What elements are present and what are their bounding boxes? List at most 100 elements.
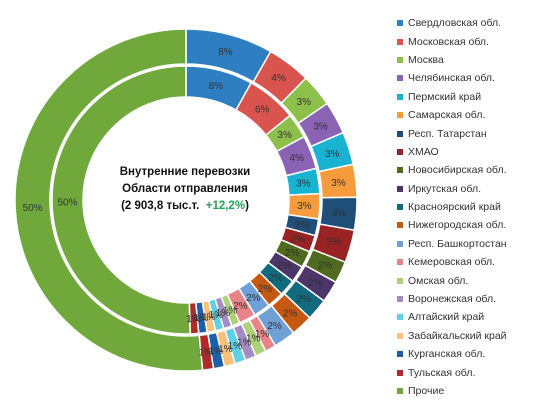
legend-item: Респ. Башкортостан — [397, 235, 552, 253]
outer-slice-label-16: 1% — [237, 338, 252, 349]
legend-swatch — [397, 148, 403, 155]
legend-label: Пермский край — [408, 90, 482, 103]
outer-slice-label-11: 2% — [297, 294, 312, 305]
inner-slice-label-7: 2% — [295, 220, 310, 231]
legend-item: Самарская обл. — [397, 106, 552, 124]
legend-item: Кемеровская обл. — [397, 253, 552, 271]
inner-slice-label-5: 3% — [296, 179, 311, 190]
legend-swatch — [397, 112, 403, 119]
legend-label: Забайкальский край — [408, 329, 507, 342]
legend-swatch — [397, 259, 403, 266]
legend-item: Омская обл. — [397, 271, 552, 289]
outer-slice-label-2: 4% — [271, 73, 286, 84]
legend-item: Московская обл. — [397, 32, 552, 50]
legend-swatch — [397, 167, 403, 174]
legend-label: Прочие — [408, 385, 445, 397]
legend-label: Тульская обл. — [408, 366, 476, 379]
legend-item: Пермский край — [397, 88, 552, 106]
outer-slice-label-7: 3% — [332, 208, 347, 219]
legend-item: Нижегородская обл. — [397, 216, 552, 234]
legend-item: Челябинская обл. — [397, 69, 552, 87]
inner-slice-label-19: 1% — [194, 313, 209, 324]
legend-swatch — [397, 314, 403, 321]
total-change: +12,2% — [205, 200, 246, 212]
outer-slice-label-1: 8% — [218, 47, 233, 58]
outer-slice-label-21: 50% — [23, 203, 43, 214]
inner-slice-21 — [51, 65, 192, 335]
legend-label: Самарская обл. — [408, 109, 486, 122]
legend-swatch — [397, 204, 403, 211]
inner-slice-label-11: 2% — [268, 273, 283, 284]
outer-slice-label-18: 1% — [218, 344, 233, 355]
inner-slice-label-16: 1% — [216, 308, 231, 319]
legend-item: Воронежская обл. — [397, 290, 552, 308]
outer-slice-label-20: 1% — [199, 348, 214, 359]
legend-swatch — [397, 277, 403, 284]
legend-item: ХМАО — [397, 143, 552, 161]
legend-item: Красноярский край — [397, 198, 552, 216]
legend-label: Московская обл. — [408, 35, 489, 48]
legend-item: Курганская обл. — [397, 345, 552, 363]
legend-item: Алтайский край — [397, 308, 552, 326]
legend-label: Красноярский край — [408, 201, 501, 214]
legend-swatch — [397, 130, 403, 137]
inner-slice-label-6: 3% — [297, 201, 312, 212]
outer-slice-label-6: 3% — [331, 178, 346, 189]
legend-item: Прочие — [397, 382, 552, 400]
legend-label: Иркутская обл. — [408, 182, 481, 195]
legend-label: Респ. Татарстан — [408, 127, 487, 140]
inner-ring — [51, 65, 321, 335]
slice-labels: 8%4%3%3%3%3%3%3%2%2%2%2%2%1%1%1%1%1%1%1%… — [23, 47, 347, 359]
outer-ring — [14, 28, 358, 372]
outer-slice-label-5: 3% — [325, 149, 340, 160]
outer-slice-label-17: 1% — [228, 341, 243, 352]
legend-swatch — [397, 332, 403, 339]
legend-swatch — [397, 388, 403, 394]
outer-slice-label-13: 2% — [267, 321, 282, 332]
legend-item: Респ. Татарстан — [397, 124, 552, 142]
inner-slice-label-1: 8% — [209, 81, 224, 92]
legend-label: Респ. Башкортостан — [408, 237, 507, 250]
inner-slice-label-17: 1% — [209, 310, 224, 321]
legend-label: Омская обл. — [408, 274, 469, 287]
legend-item: Тульская обл. — [397, 363, 552, 381]
legend-swatch — [397, 75, 403, 82]
legend-swatch — [397, 296, 403, 303]
legend-label: Нижегородская обл. — [408, 219, 507, 232]
chart-title-line-2: Области отправления — [122, 183, 248, 195]
legend-swatch — [397, 240, 403, 247]
inner-slice-label-3: 3% — [277, 130, 292, 141]
total-close: ) — [245, 200, 249, 212]
legend-swatch — [397, 93, 403, 100]
inner-slice-label-21: 50% — [58, 197, 78, 208]
outer-slice-label-9: 2% — [318, 260, 333, 271]
legend-item: Иркутская обл. — [397, 180, 552, 198]
double-donut-chart: 8%4%3%3%3%3%3%3%2%2%2%2%2%1%1%1%1%1%1%1%… — [14, 28, 358, 372]
legend-item: Москва — [397, 51, 552, 69]
legend-label: Москва — [408, 53, 444, 66]
inner-slice-label-20: 1% — [186, 314, 201, 325]
legend-label: ХМАО — [408, 145, 439, 158]
total-value: (2 903,8 тыс.т. — [121, 200, 200, 212]
legend-swatch — [397, 38, 403, 45]
legend-swatch — [397, 222, 403, 229]
inner-slice-label-14: 2% — [233, 301, 248, 312]
outer-slice-label-3: 3% — [297, 97, 312, 108]
legend-swatch — [397, 369, 403, 376]
legend-label: Кемеровская обл. — [408, 256, 496, 269]
inner-slice-label-18: 1% — [201, 312, 216, 323]
outer-slice-label-14: 1% — [255, 329, 270, 340]
outer-slice-label-15: 1% — [246, 333, 261, 344]
outer-slice-label-12: 2% — [283, 308, 298, 319]
legend-item: Новосибирская обл. — [397, 161, 552, 179]
outer-slice-label-4: 3% — [313, 122, 328, 133]
legend-label: Алтайский край — [408, 311, 485, 324]
chart-total: (2 903,8 тыс.т. +12,2%) — [95, 198, 275, 215]
legend-swatch — [397, 56, 403, 63]
legend-label: Свердловская обл. — [408, 17, 502, 30]
legend-item: Забайкальский край — [397, 327, 552, 345]
inner-slice-label-8: 2% — [291, 234, 306, 245]
legend-item: Свердловская обл. — [397, 14, 552, 32]
outer-slice-label-19: 1% — [208, 346, 223, 357]
inner-slice-label-15: 1% — [223, 306, 238, 317]
